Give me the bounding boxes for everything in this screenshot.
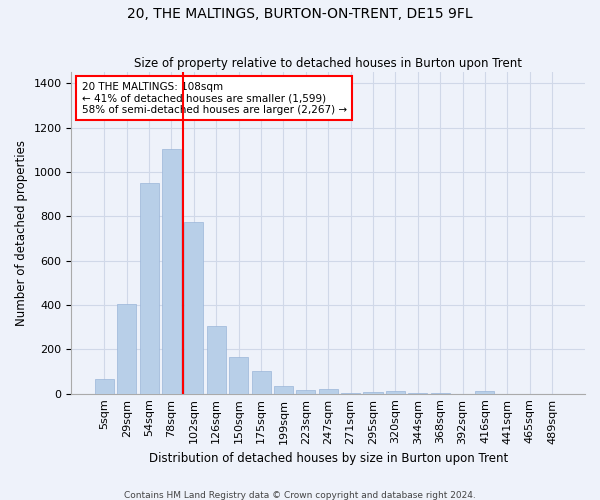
Bar — [319, 389, 338, 394]
Bar — [274, 386, 293, 394]
Bar — [95, 380, 114, 394]
Bar — [475, 392, 494, 394]
Bar — [408, 393, 427, 394]
Bar — [251, 372, 271, 394]
Bar — [184, 222, 203, 394]
Bar — [386, 392, 405, 394]
Text: Contains HM Land Registry data © Crown copyright and database right 2024.: Contains HM Land Registry data © Crown c… — [124, 490, 476, 500]
Bar — [364, 392, 383, 394]
Bar — [207, 326, 226, 394]
Text: 20 THE MALTINGS: 108sqm
← 41% of detached houses are smaller (1,599)
58% of semi: 20 THE MALTINGS: 108sqm ← 41% of detache… — [82, 82, 347, 115]
Y-axis label: Number of detached properties: Number of detached properties — [15, 140, 28, 326]
Bar — [140, 183, 158, 394]
Bar — [229, 357, 248, 394]
Bar — [117, 304, 136, 394]
Text: 20, THE MALTINGS, BURTON-ON-TRENT, DE15 9FL: 20, THE MALTINGS, BURTON-ON-TRENT, DE15 … — [127, 8, 473, 22]
X-axis label: Distribution of detached houses by size in Burton upon Trent: Distribution of detached houses by size … — [149, 452, 508, 465]
Title: Size of property relative to detached houses in Burton upon Trent: Size of property relative to detached ho… — [134, 56, 522, 70]
Bar — [296, 390, 316, 394]
Bar — [341, 392, 360, 394]
Bar — [162, 148, 181, 394]
